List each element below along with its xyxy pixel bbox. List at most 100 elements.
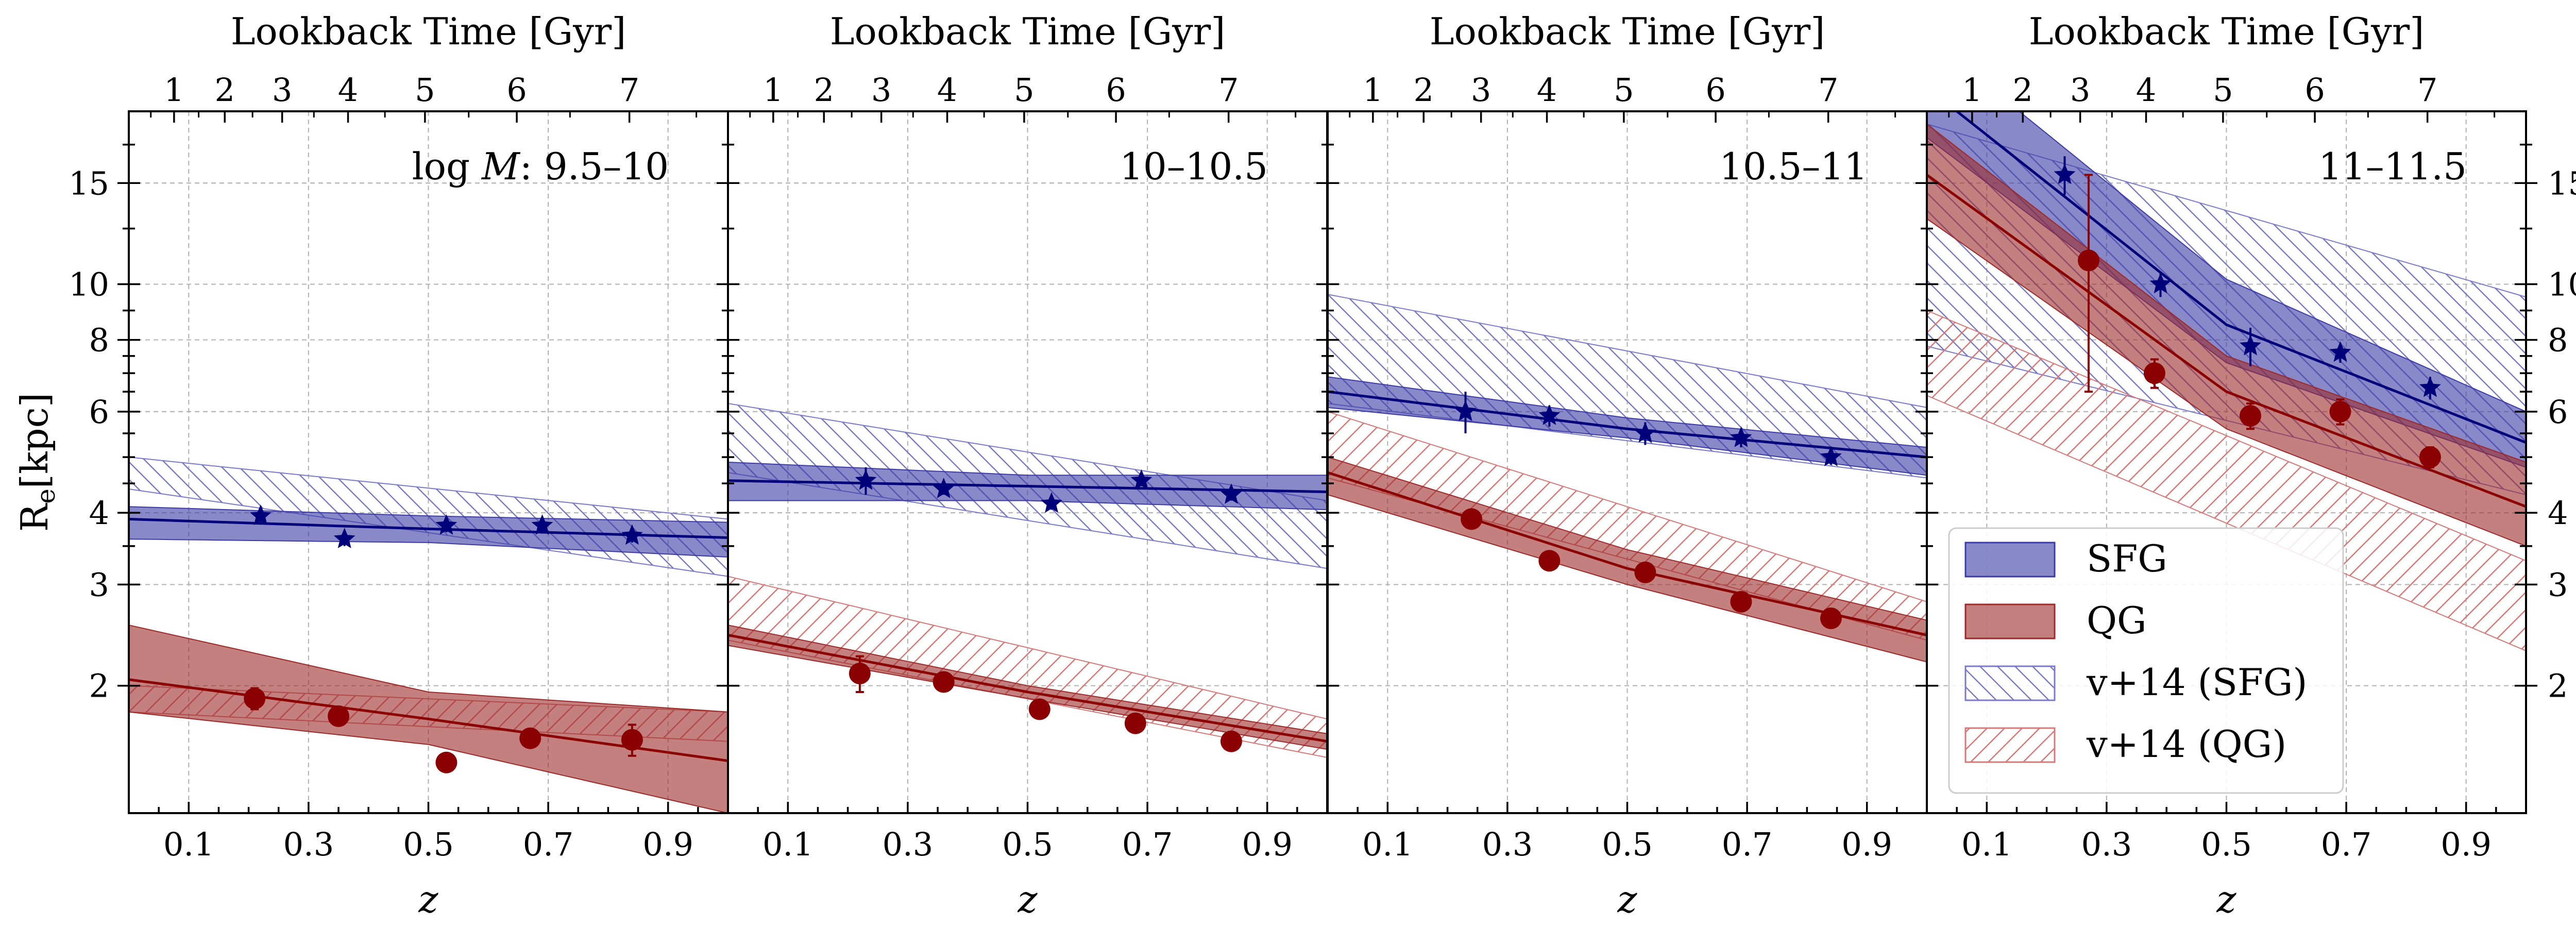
qg-data-point — [1634, 561, 1656, 583]
qg-band — [728, 625, 1327, 750]
x-axis-label: z — [418, 878, 439, 921]
sfg-data-point — [1221, 483, 1242, 504]
top-tick-label: 6 — [1705, 71, 1725, 109]
top-tick-label: 4 — [937, 71, 957, 109]
top-tick-label: 3 — [871, 71, 891, 109]
top-tick-label: 1 — [1363, 71, 1383, 109]
panel-label-range: : 9.5–10 — [520, 145, 669, 188]
sfg-data-point — [1820, 446, 1842, 466]
sfg-data-point — [249, 504, 272, 525]
qg-data-point — [2143, 362, 2165, 384]
x-tick-label: 0.7 — [523, 825, 574, 863]
legend-swatch — [1964, 542, 2056, 578]
x-axis-ticks — [1357, 802, 1898, 813]
x-tick-label: 0.9 — [1841, 825, 1892, 863]
top-axis-label: Lookback Time [Gyr] — [231, 10, 626, 53]
panel-content — [1328, 294, 1927, 663]
x-tick-label: 0.1 — [762, 825, 814, 863]
panel-content — [728, 402, 1327, 759]
top-tick-label: 7 — [619, 71, 639, 109]
x-tick-label: 0.7 — [1722, 825, 1773, 863]
top-tick-label: 4 — [338, 71, 358, 109]
top-axis-label: Lookback Time [Gyr] — [830, 10, 1226, 53]
qg-data-point — [1538, 550, 1561, 572]
y-tick-label-right: 15 — [2548, 164, 2576, 202]
sfg-data-point — [1041, 492, 1062, 513]
y-label-sub: e — [31, 488, 61, 504]
x-axis-ticks — [757, 802, 1298, 813]
y-tick-label-right: 4 — [2548, 494, 2568, 532]
y-tick-label: 10 — [69, 266, 109, 304]
x-tick-label: 0.3 — [2081, 825, 2132, 863]
sfg-data-point — [1730, 426, 1752, 447]
legend-swatch — [1964, 665, 2056, 701]
x-tick-label: 0.1 — [1362, 825, 1413, 863]
legend-label: v+14 (SFG) — [2086, 661, 2307, 704]
sfg-fit-line — [1955, 111, 2526, 444]
panel-3: 0.1 0.3 0.5 0.7 0.9 z 1 2 3 4 5 6 7 Lookback Time [Gy… — [1316, 10, 1928, 921]
sfg-data-point — [2149, 273, 2172, 294]
sfg-data-point — [1634, 422, 1656, 443]
sfg-band — [1328, 376, 1927, 476]
panel-mass-label: 10–10.5 — [1120, 145, 1268, 188]
x-tick-label: 0.1 — [163, 825, 214, 863]
x-tick-label: 0.9 — [642, 825, 693, 863]
top-tick-label: 2 — [215, 71, 235, 109]
x-tick-label: 0.5 — [403, 825, 454, 863]
qg-data-point — [519, 727, 541, 749]
sfg-data-point — [333, 528, 355, 548]
x-tick-label: 0.5 — [2201, 825, 2252, 863]
top-tick-label: 2 — [1414, 71, 1434, 109]
top-tick-label: 5 — [2213, 71, 2233, 109]
x-tick-label: 0.7 — [1122, 825, 1173, 863]
qg-data-point — [244, 687, 266, 710]
top-tick-label: 3 — [1471, 71, 1491, 109]
panel-mass-label: log M: 9.5–10 — [412, 145, 669, 188]
sfg-fit-line — [1328, 390, 1927, 459]
sfg-data-point — [621, 524, 643, 545]
top-tick-label: 6 — [2304, 71, 2325, 109]
qg-data-point — [2240, 404, 2262, 427]
legend: SFG QG v+14 (SFG) v+14 (QG) — [1948, 527, 2344, 794]
legend-label: QG — [2087, 599, 2147, 642]
qg-data-point — [621, 729, 643, 751]
x-axis-label: z — [2216, 878, 2237, 921]
top-tick-label: 4 — [1537, 71, 1557, 109]
x-tick-label: 0.7 — [2321, 825, 2372, 863]
y-axis-label: Re[kpc] — [13, 393, 61, 532]
y-label-unit: [kpc] — [13, 393, 56, 488]
sfg-data-point — [531, 514, 553, 535]
top-tick-label: 3 — [2070, 71, 2090, 109]
top-axis-label: Lookback Time [Gyr] — [1430, 10, 1825, 53]
qg-data-point — [1124, 712, 1146, 734]
x-tick-label: 0.9 — [2441, 825, 2492, 863]
legend-box — [1948, 527, 2344, 794]
x-axis-label: z — [1018, 878, 1038, 921]
qg-data-point — [849, 663, 871, 685]
sfg-data-point — [435, 514, 457, 535]
y-tick-label: 2 — [89, 667, 109, 705]
y-tick-label: 4 — [89, 494, 109, 532]
qg-data-point — [1220, 730, 1242, 752]
qg-data-point — [435, 751, 457, 773]
top-axis-label: Lookback Time [Gyr] — [2029, 10, 2425, 53]
sfg-data-point — [855, 469, 877, 490]
panel-mass-label: 11–11.5 — [2318, 145, 2467, 188]
sfg-data-point — [1130, 469, 1153, 490]
sfg-band — [129, 506, 728, 558]
sfg-data-point — [933, 478, 955, 498]
qg-band — [1927, 123, 2526, 547]
x-tick-label: 0.3 — [883, 825, 934, 863]
top-tick-label: 1 — [763, 71, 783, 109]
x-axis-label: z — [1617, 878, 1638, 921]
x-tick-label: 0.5 — [1002, 825, 1053, 863]
x-tick-label: 0.5 — [1602, 825, 1653, 863]
y-tick-label-right: 6 — [2548, 393, 2568, 431]
y-tick-label-right: 3 — [2548, 566, 2568, 603]
v14-sfg-band — [1328, 294, 1927, 479]
panel-content — [1927, 111, 2526, 652]
y-tick-label-right: 10 — [2548, 266, 2576, 304]
